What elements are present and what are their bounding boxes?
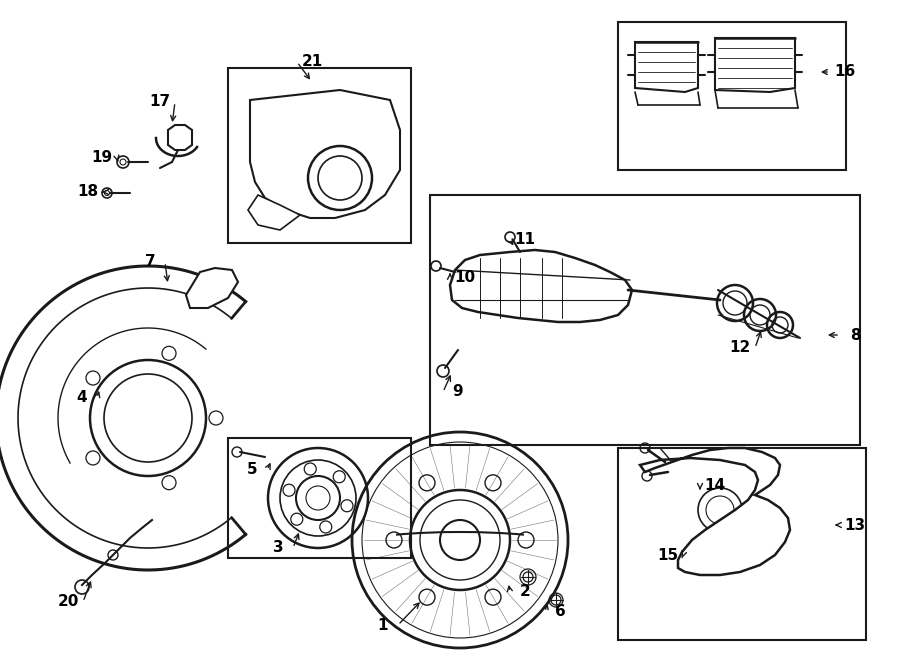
Text: 6: 6 — [554, 604, 565, 620]
Text: 14: 14 — [705, 477, 725, 493]
Text: 13: 13 — [844, 518, 866, 532]
Text: 17: 17 — [149, 95, 171, 109]
Bar — [228, 438, 411, 558]
Polygon shape — [450, 250, 632, 322]
Text: 5: 5 — [247, 463, 257, 477]
Polygon shape — [640, 448, 790, 575]
Text: 19: 19 — [92, 150, 112, 166]
Text: 18: 18 — [77, 185, 99, 199]
Bar — [228, 68, 411, 243]
Text: 16: 16 — [834, 64, 856, 79]
Text: 10: 10 — [454, 271, 475, 285]
Text: 1: 1 — [378, 618, 388, 632]
Text: 2: 2 — [519, 585, 530, 600]
Text: 4: 4 — [76, 391, 87, 406]
Text: 7: 7 — [145, 254, 156, 269]
Text: 3: 3 — [273, 540, 284, 555]
Polygon shape — [186, 268, 238, 308]
Bar — [618, 448, 866, 640]
Polygon shape — [168, 125, 192, 150]
Text: 20: 20 — [58, 594, 78, 610]
Text: 21: 21 — [302, 54, 322, 70]
Text: 12: 12 — [729, 340, 751, 355]
Text: 15: 15 — [657, 547, 679, 563]
Polygon shape — [250, 90, 400, 218]
Text: 11: 11 — [515, 232, 536, 248]
Bar — [618, 22, 846, 170]
Text: 9: 9 — [453, 385, 464, 399]
Polygon shape — [715, 38, 795, 92]
Polygon shape — [248, 195, 300, 230]
Polygon shape — [635, 42, 698, 92]
Text: 8: 8 — [850, 328, 860, 342]
Bar — [430, 195, 860, 445]
